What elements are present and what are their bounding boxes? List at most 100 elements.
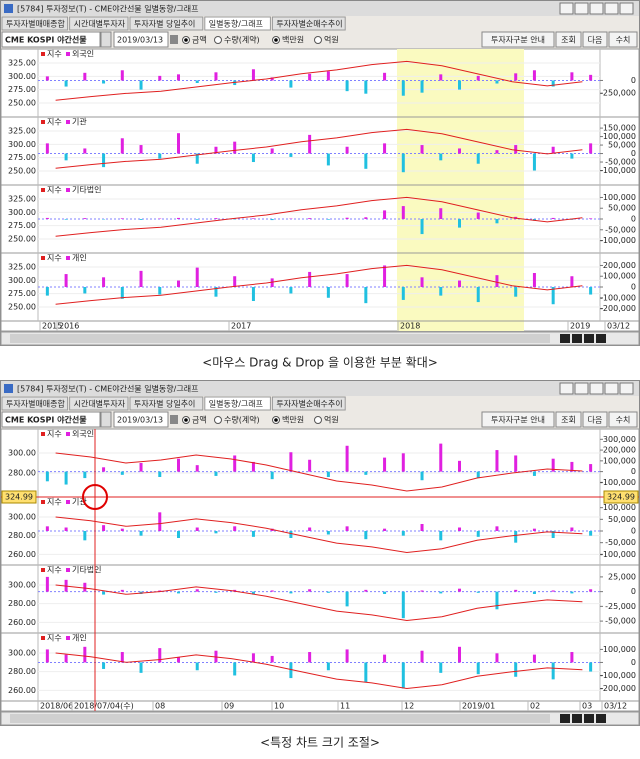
title-button[interactable] (559, 382, 574, 395)
legend-marker (41, 500, 45, 504)
title-bar (1, 1, 639, 16)
volume-bar (158, 590, 162, 592)
volume-bar (177, 458, 180, 472)
button[interactable] (608, 31, 638, 48)
volume-bar (64, 274, 68, 287)
volume-bar (270, 655, 274, 663)
radio[interactable] (214, 416, 222, 424)
button[interactable] (555, 31, 582, 48)
volume-bar (102, 467, 106, 472)
chart-area (0, 48, 640, 332)
volume-bar (420, 277, 424, 287)
title-button[interactable] (604, 382, 619, 395)
date-box[interactable] (113, 411, 169, 428)
index-line (55, 196, 583, 237)
title-button[interactable] (589, 2, 604, 15)
scroll-button[interactable] (572, 714, 582, 723)
title-button[interactable] (559, 2, 574, 15)
scroll-button[interactable] (560, 334, 570, 343)
scroll-button[interactable] (584, 714, 594, 723)
volume-bar (401, 206, 405, 219)
radio-label: 억원 (324, 35, 339, 45)
right-tick-label: 100,000 (603, 456, 636, 465)
tab[interactable] (69, 396, 129, 411)
button[interactable] (582, 411, 608, 428)
scroll-button[interactable] (584, 334, 594, 343)
crosshair-box (1, 490, 37, 504)
tab-label: 투자자별순매수추이 (276, 19, 342, 29)
calendar[interactable] (170, 35, 178, 44)
tab[interactable] (204, 16, 271, 31)
tab[interactable] (1, 16, 69, 31)
button-label: 수치 (616, 36, 631, 45)
title-button[interactable] (574, 382, 589, 395)
volume-bar (439, 287, 443, 296)
dropdown[interactable] (100, 31, 112, 48)
date-box[interactable] (113, 31, 169, 48)
volume-bar (495, 450, 499, 472)
x-label: 2015 (42, 322, 62, 331)
legend-marker (41, 120, 45, 124)
left-tick-label: 300.00 (8, 276, 36, 285)
right-tick-label: 100,000 (603, 645, 636, 654)
volume-bar (458, 80, 461, 90)
volume-bar (251, 531, 255, 537)
symbol-box[interactable] (1, 31, 101, 48)
volume-bar (102, 277, 106, 287)
volume-bar (233, 526, 237, 531)
left-tick-label: 300.00 (8, 513, 36, 522)
volume-bar (45, 143, 49, 154)
volume-bar (326, 471, 330, 477)
tab[interactable] (271, 16, 346, 31)
calendar[interactable] (170, 415, 178, 424)
scroll-thumb[interactable] (10, 714, 550, 723)
button[interactable] (582, 31, 608, 48)
scroll-thumb[interactable] (10, 334, 550, 343)
volume-bar (570, 153, 574, 159)
volume-bar (476, 591, 480, 593)
volume-bar (364, 80, 368, 94)
volume-bar (270, 148, 274, 154)
scroll-button[interactable] (596, 334, 606, 343)
tab[interactable] (204, 396, 271, 411)
tab[interactable] (69, 16, 129, 31)
volume-bar (308, 271, 312, 287)
tab[interactable] (129, 396, 204, 411)
volume-bar (401, 662, 405, 689)
radio[interactable] (314, 36, 322, 44)
volume-bar (458, 280, 461, 287)
legend-marker (41, 432, 45, 436)
button[interactable] (481, 31, 555, 48)
title-button[interactable] (619, 2, 634, 15)
button[interactable] (555, 411, 582, 428)
title-button[interactable] (619, 382, 634, 395)
x-label: 03 (582, 702, 592, 711)
scroll-button[interactable] (572, 334, 582, 343)
radio[interactable] (214, 36, 222, 44)
title-button[interactable] (589, 382, 604, 395)
x-label: 2018 (400, 322, 420, 331)
symbol-box[interactable] (1, 411, 101, 428)
title-button[interactable] (604, 2, 619, 15)
right-tick-label: 50,000 (608, 141, 636, 150)
index-line (55, 264, 583, 305)
volume-bar (270, 471, 274, 480)
button[interactable] (608, 411, 638, 428)
volume-bar (589, 287, 593, 295)
volume-bar (589, 662, 593, 672)
volume-bar (439, 531, 443, 541)
scroll-button[interactable] (596, 714, 606, 723)
dropdown[interactable] (100, 411, 112, 428)
tab[interactable] (271, 396, 346, 411)
tab[interactable] (1, 396, 69, 411)
tab[interactable] (129, 16, 204, 31)
scroll-button[interactable] (560, 714, 570, 723)
volume-bar (345, 146, 349, 154)
left-tick-label: 250.00 (8, 99, 36, 108)
volume-bar (308, 652, 312, 663)
left-tick-label: 325.00 (8, 195, 36, 204)
button[interactable] (481, 411, 555, 428)
radio[interactable] (314, 416, 322, 424)
title-button[interactable] (574, 2, 589, 15)
volume-bar (364, 287, 368, 304)
